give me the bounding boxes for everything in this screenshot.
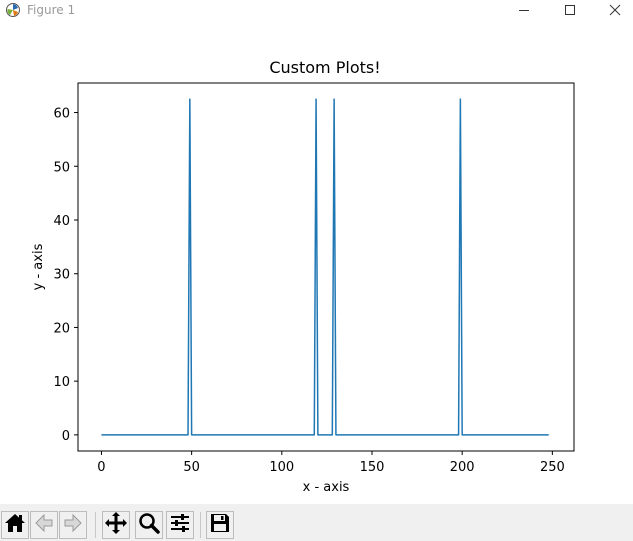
save-button[interactable] — [206, 511, 234, 539]
x-tick-label: 150 — [360, 460, 385, 475]
x-tick-label: 50 — [183, 460, 200, 475]
home-button[interactable] — [1, 511, 29, 539]
series-line — [101, 98, 549, 436]
close-icon — [609, 4, 621, 16]
minimize-button[interactable] — [501, 0, 547, 20]
y-axis-ticks: 0 10 20 30 40 50 60 — [53, 107, 78, 444]
y-tick-label: 0 — [62, 429, 70, 444]
y-axis-label: y - axis — [31, 243, 46, 290]
y-tick-label: 60 — [53, 107, 70, 122]
close-button[interactable] — [592, 0, 633, 20]
maximize-icon — [564, 4, 576, 16]
minimize-icon — [518, 4, 530, 16]
y-tick-label: 40 — [53, 214, 70, 229]
x-tick-label: 0 — [97, 460, 105, 475]
configure-subplots-icon — [169, 512, 191, 538]
configure-subplots-button[interactable] — [166, 511, 194, 539]
toolbar-separator — [95, 512, 96, 538]
figure-canvas[interactable]: Custom Plots! 0 50 100 150 200 250 0 10 20 30 40 5… — [0, 20, 633, 504]
pan-button[interactable] — [102, 511, 130, 539]
back-button[interactable] — [30, 511, 58, 539]
y-tick-label: 30 — [53, 268, 70, 283]
maximize-button[interactable] — [547, 0, 593, 20]
save-icon — [209, 512, 231, 538]
zoom-icon — [138, 512, 160, 538]
chart: Custom Plots! 0 50 100 150 200 250 0 10 20 30 40 5… — [31, 58, 575, 495]
plot-area — [77, 82, 575, 452]
y-tick-label: 50 — [53, 160, 70, 175]
y-tick-label: 20 — [53, 321, 70, 336]
navigation-toolbar — [0, 504, 633, 541]
matplotlib-logo-icon — [5, 2, 21, 18]
x-tick-label: 200 — [450, 460, 475, 475]
zoom-button[interactable] — [135, 511, 163, 539]
window-title: Figure 1 — [27, 3, 76, 17]
x-axis-ticks: 0 50 100 150 200 250 — [97, 451, 565, 475]
x-axis-label: x - axis — [303, 480, 350, 495]
forward-arrow-icon — [62, 512, 84, 538]
x-tick-label: 100 — [269, 460, 294, 475]
x-tick-label: 250 — [540, 460, 565, 475]
pan-icon — [104, 511, 128, 539]
forward-button[interactable] — [59, 511, 87, 539]
home-icon — [4, 512, 26, 538]
chart-title: Custom Plots! — [269, 58, 380, 77]
toolbar-separator — [200, 512, 201, 538]
y-tick-label: 10 — [53, 375, 70, 390]
back-arrow-icon — [33, 512, 55, 538]
window-titlebar: Figure 1 — [0, 0, 633, 20]
series-layer — [101, 98, 549, 436]
